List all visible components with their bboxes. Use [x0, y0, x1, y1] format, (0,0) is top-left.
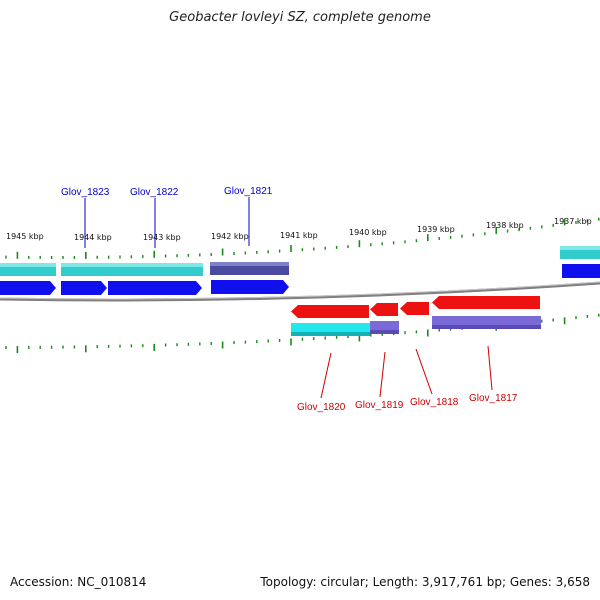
kbp-label: 1942 kbp [211, 232, 249, 241]
kbp-label: 1941 kbp [280, 231, 318, 240]
gene-label-top[interactable]: Glov_1822 [130, 187, 179, 198]
leader-line [487, 345, 493, 391]
gene-label-bottom[interactable]: Glov_1819 [355, 400, 404, 411]
gene-block-cyan-shade [61, 263, 108, 267]
genome-backbone [0, 281, 600, 302]
leader-line [320, 352, 332, 399]
gene-block-bright-cyan-shade [291, 332, 370, 336]
top-gene-labels: Glov_1823 Glov_1822 Glov_1821 [61, 186, 273, 198]
top-gene-row-upper [0, 246, 600, 276]
gene-arrow-red[interactable] [291, 305, 369, 318]
gene-label-top[interactable]: Glov_1823 [61, 187, 110, 198]
gene-arrow-red[interactable] [400, 302, 429, 315]
kbp-scale-labels: 1945 kbp 1944 kbp 1943 kbp 1942 kbp 1941… [6, 217, 592, 242]
kbp-label: 1940 kbp [349, 228, 387, 237]
leader-line [379, 351, 386, 398]
bottom-gene-labels: Glov_1820 Glov_1819 Glov_1818 Glov_1817 [297, 393, 518, 413]
kbp-label: 1944 kbp [74, 233, 112, 242]
gene-block-cyan-shade [0, 263, 56, 267]
top-label-leaders [84, 197, 250, 248]
top-gene-row-lower [0, 264, 600, 295]
kbp-label: 1939 kbp [417, 225, 455, 234]
genome-backbone-highlight [0, 281, 600, 300]
gene-label-top[interactable]: Glov_1821 [224, 186, 273, 197]
gene-block-cyan-shade [108, 263, 203, 267]
genome-summary: Topology: circular; Length: 3,917,761 bp… [260, 575, 590, 589]
gene-block-cyan-shade [560, 246, 600, 250]
kbp-label: 1945 kbp [6, 232, 44, 241]
gene-block-navy-shade [210, 262, 289, 266]
gene-block-lavender-shade [370, 330, 399, 334]
gene-arrow-blue[interactable] [61, 281, 107, 295]
kbp-label: 1943 kbp [143, 233, 181, 242]
bottom-gene-row-lower [291, 316, 541, 336]
gene-block-blue[interactable] [562, 264, 600, 278]
gene-arrow-red[interactable] [370, 303, 398, 316]
gene-arrow-blue[interactable] [0, 281, 56, 295]
gene-arrow-blue[interactable] [108, 281, 202, 295]
accession-label: Accession: NC_010814 [10, 575, 147, 589]
leader-line [415, 348, 433, 395]
gene-arrow-blue[interactable] [211, 280, 289, 294]
genome-title: Geobacter lovleyi SZ, complete genome [169, 10, 431, 25]
gene-block-lavender-shade [432, 325, 541, 329]
bottom-gene-row-upper [291, 296, 540, 318]
top-tick-marks [5, 217, 600, 259]
gene-label-bottom[interactable]: Glov_1818 [410, 397, 459, 408]
kbp-label: 1937 kbp [554, 217, 592, 226]
gene-arrow-red[interactable] [432, 296, 540, 309]
gene-label-bottom[interactable]: Glov_1820 [297, 402, 346, 413]
bottom-label-leaders [320, 345, 493, 399]
kbp-label: 1938 kbp [486, 221, 524, 230]
gene-label-bottom[interactable]: Glov_1817 [469, 393, 518, 404]
